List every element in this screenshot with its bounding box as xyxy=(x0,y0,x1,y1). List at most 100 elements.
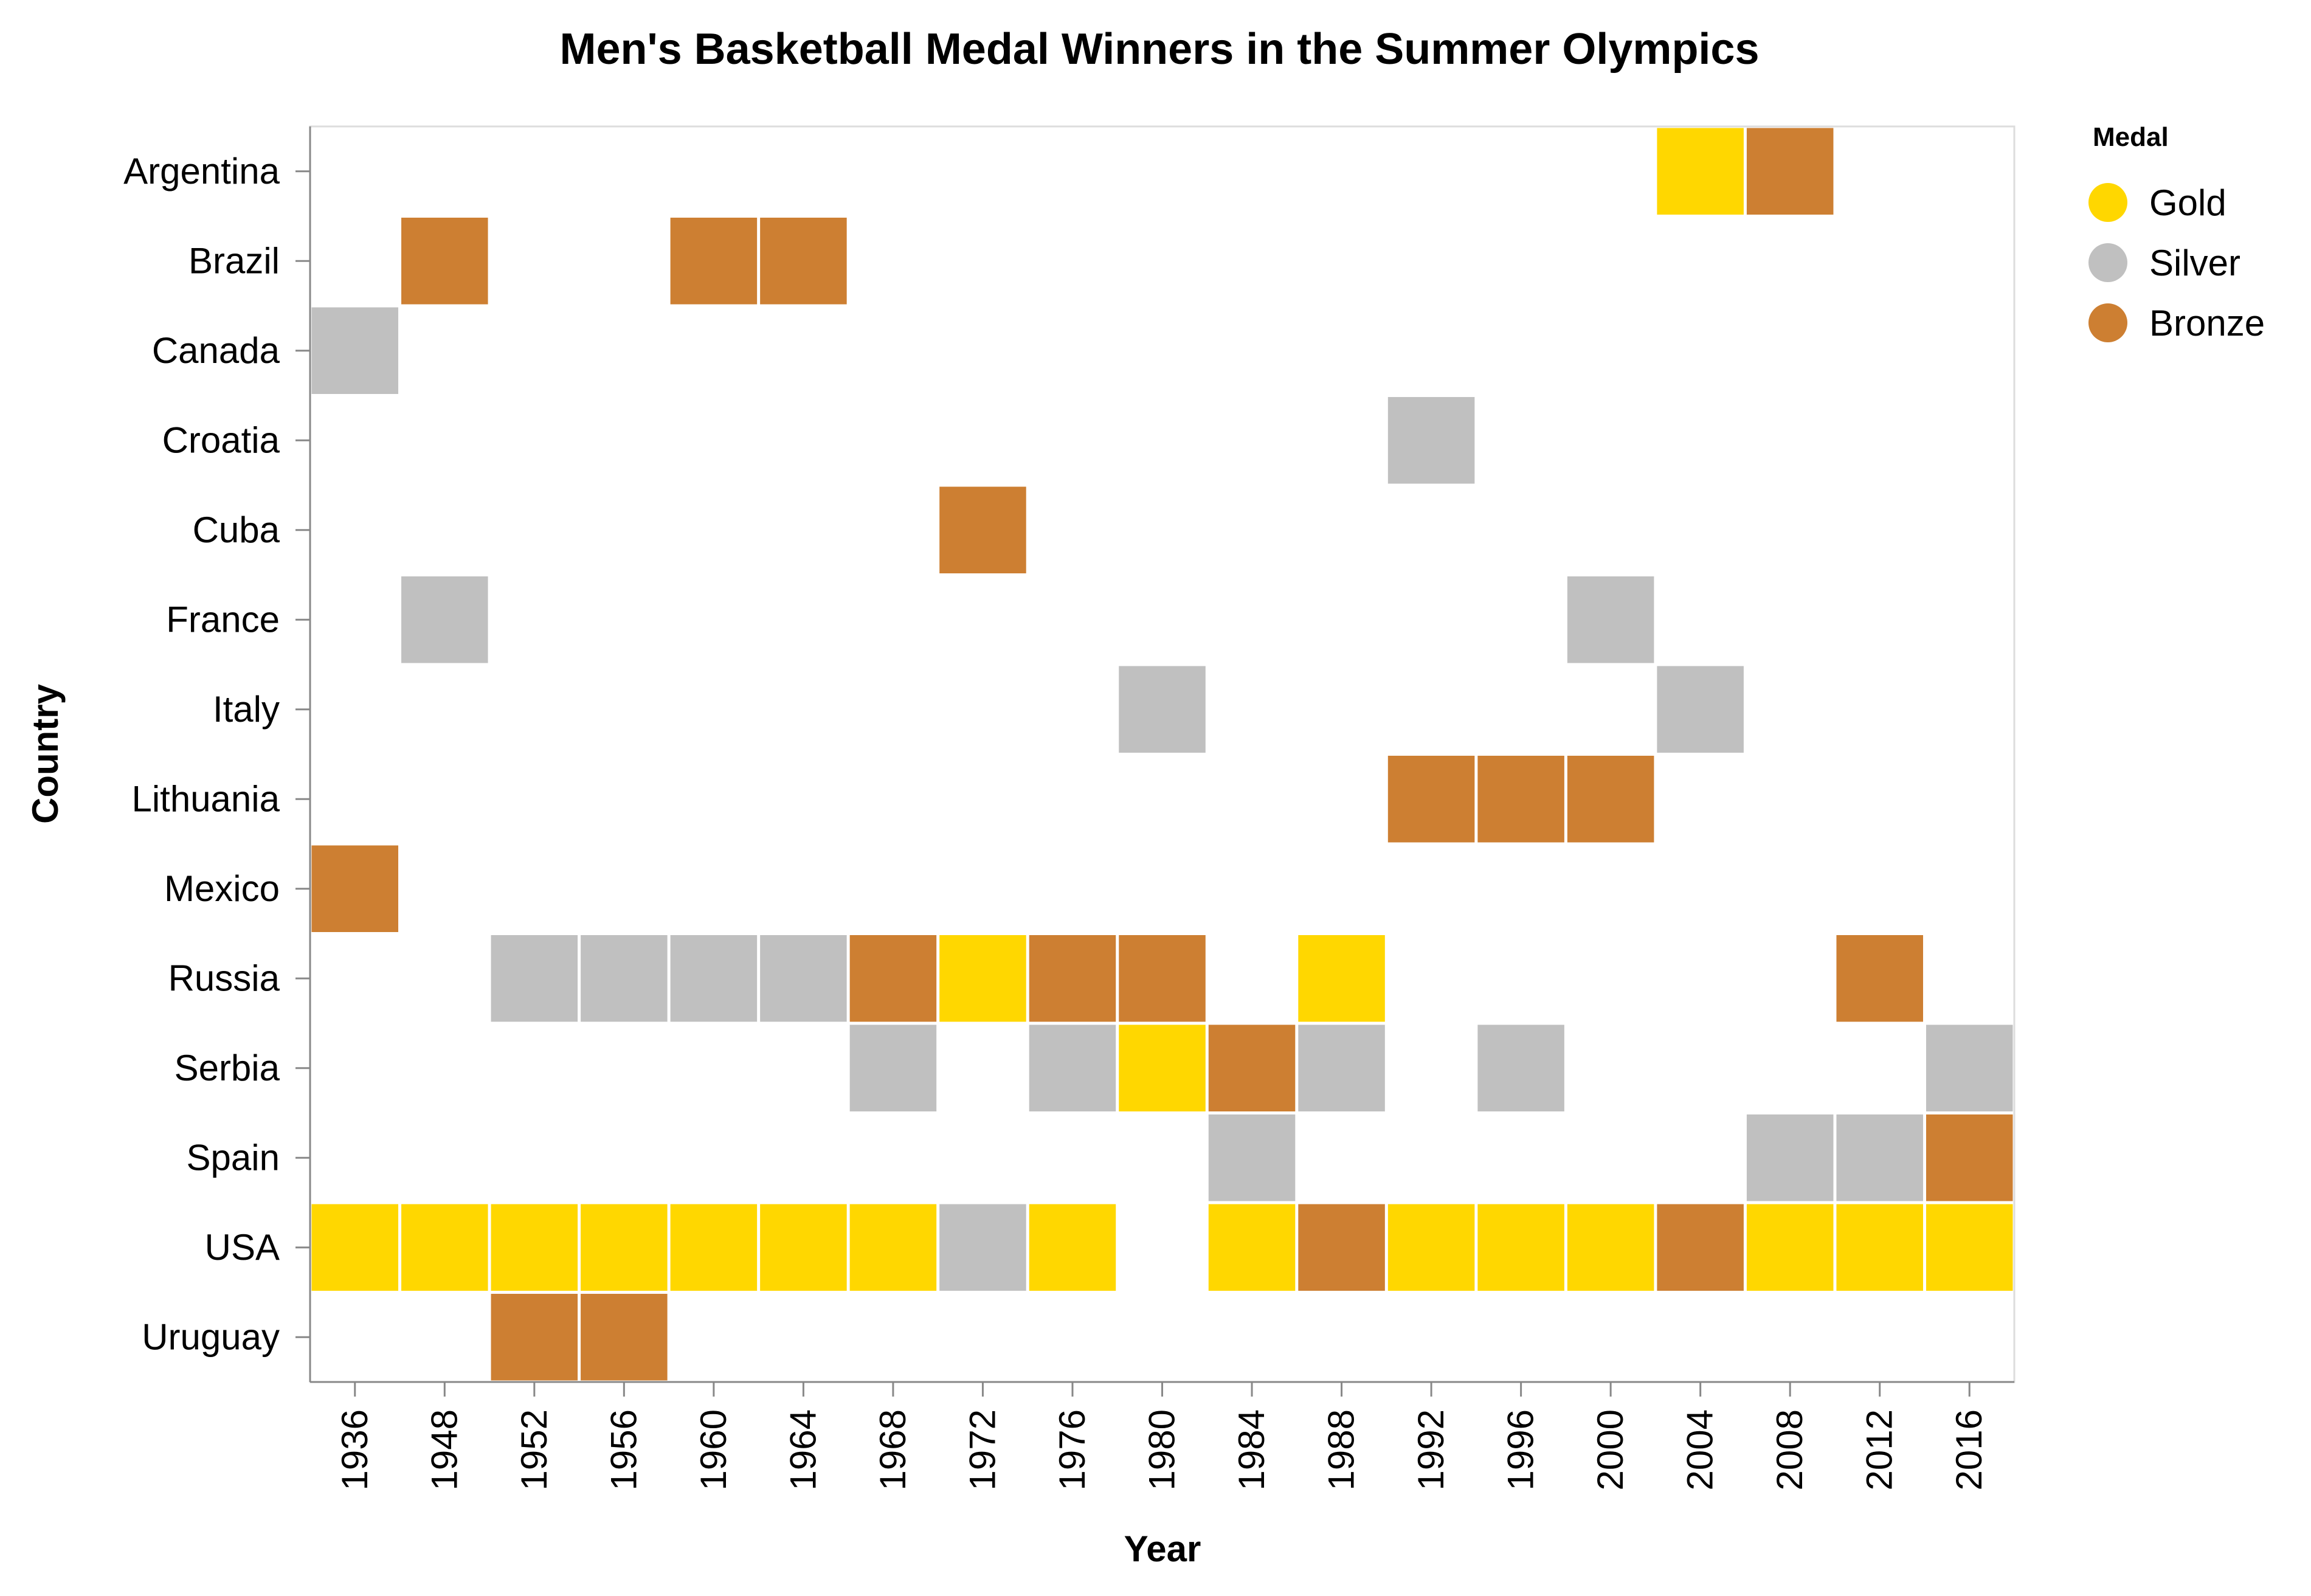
y-tick-label-uruguay: Uruguay xyxy=(142,1316,280,1357)
x-tick-label-1988: 1988 xyxy=(1321,1409,1362,1490)
medal-cell-france-2000 xyxy=(1567,576,1654,663)
x-axis: 1936 1948 1952 1956 1960 1964 1968 1972 1976 1980… xyxy=(334,1382,1989,1490)
medal-cell-france-1948 xyxy=(401,576,488,663)
x-tick-label-1968: 1968 xyxy=(872,1409,913,1490)
medal-cell-lithuania-1992 xyxy=(1387,756,1475,843)
medal-cell-serbia-1988 xyxy=(1298,1024,1385,1111)
plot-frame xyxy=(309,125,2016,1383)
medal-cell-brazil-1964 xyxy=(760,218,847,305)
y-axis: Argentina Brazil Canada Croatia Cuba France It… xyxy=(123,151,310,1357)
y-tick-label-cuba: Cuba xyxy=(193,510,280,550)
medal-cell-usa-1988 xyxy=(1298,1204,1385,1291)
medal-cell-russia-1972 xyxy=(939,935,1026,1022)
medal-cell-cuba-1972 xyxy=(939,486,1026,573)
medal-cell-usa-1948 xyxy=(401,1204,488,1291)
medal-cell-russia-1976 xyxy=(1029,935,1116,1022)
medal-cell-usa-1960 xyxy=(670,1204,758,1291)
medal-cell-russia-1956 xyxy=(581,935,668,1022)
legend-entries: Gold Silver Bronze xyxy=(2088,182,2265,344)
medal-cell-italy-1980 xyxy=(1119,666,1206,753)
legend-label-gold: Gold xyxy=(2149,182,2226,223)
medal-cell-spain-2012 xyxy=(1836,1114,1923,1201)
medal-cell-argentina-2008 xyxy=(1746,128,1834,215)
medal-cell-usa-1936 xyxy=(311,1204,399,1291)
x-tick-label-1964: 1964 xyxy=(782,1409,823,1490)
legend-swatch-silver xyxy=(2088,243,2127,282)
medal-cell-usa-1992 xyxy=(1387,1204,1475,1291)
y-tick-label-serbia: Serbia xyxy=(174,1048,280,1088)
cells-layer xyxy=(311,128,2013,1381)
medal-cell-russia-1952 xyxy=(491,935,578,1022)
x-tick-label-1956: 1956 xyxy=(603,1409,644,1490)
x-axis-title: Year xyxy=(1124,1529,1201,1569)
x-tick-label-1976: 1976 xyxy=(1052,1409,1093,1490)
medal-cell-uruguay-1952 xyxy=(491,1294,578,1381)
y-tick-label-italy: Italy xyxy=(213,689,280,730)
medal-cell-usa-1956 xyxy=(581,1204,668,1291)
medal-cell-lithuania-2000 xyxy=(1567,756,1654,843)
medal-cell-serbia-2016 xyxy=(1926,1024,2013,1111)
medal-cell-italy-2004 xyxy=(1657,666,1744,753)
medal-cell-russia-1968 xyxy=(849,935,937,1022)
medal-cell-mexico-1936 xyxy=(311,845,399,932)
y-tick-label-argentina: Argentina xyxy=(123,151,280,192)
x-tick-label-1980: 1980 xyxy=(1142,1409,1183,1490)
medal-cell-uruguay-1956 xyxy=(581,1294,668,1381)
medal-cell-usa-2016 xyxy=(1926,1204,2013,1291)
medal-cell-usa-2012 xyxy=(1836,1204,1923,1291)
x-tick-label-2000: 2000 xyxy=(1590,1409,1631,1490)
x-tick-label-2004: 2004 xyxy=(1680,1409,1721,1490)
x-tick-label-1972: 1972 xyxy=(962,1409,1003,1490)
medal-cell-russia-2012 xyxy=(1836,935,1923,1022)
medal-cell-usa-1952 xyxy=(491,1204,578,1291)
y-tick-label-usa: USA xyxy=(205,1227,280,1268)
medal-cell-spain-2008 xyxy=(1746,1114,1834,1201)
medal-cell-serbia-1996 xyxy=(1477,1024,1564,1111)
medal-cell-brazil-1948 xyxy=(401,218,488,305)
x-tick-label-1960: 1960 xyxy=(693,1409,734,1490)
x-tick-label-2008: 2008 xyxy=(1769,1409,1810,1490)
y-axis-title: Country xyxy=(25,683,66,824)
y-tick-label-spain: Spain xyxy=(187,1137,280,1178)
legend-label-silver: Silver xyxy=(2149,243,2240,283)
medal-cell-russia-1960 xyxy=(670,935,758,1022)
medal-cell-usa-1984 xyxy=(1208,1204,1296,1291)
x-tick-label-1952: 1952 xyxy=(514,1409,554,1490)
y-tick-label-mexico: Mexico xyxy=(164,868,280,909)
medal-cell-serbia-1984 xyxy=(1208,1024,1296,1111)
legend-title: Medal xyxy=(2093,122,2169,152)
legend-swatch-gold xyxy=(2088,183,2127,222)
y-tick-label-canada: Canada xyxy=(152,330,280,371)
medal-cell-spain-2016 xyxy=(1926,1114,2013,1201)
medal-cell-russia-1964 xyxy=(760,935,847,1022)
y-tick-label-brazil: Brazil xyxy=(188,240,280,281)
medal-cell-spain-1984 xyxy=(1208,1114,1296,1201)
medal-cell-russia-1988 xyxy=(1298,935,1385,1022)
medal-cell-usa-1964 xyxy=(760,1204,847,1291)
medal-cell-usa-1968 xyxy=(849,1204,937,1291)
y-tick-label-russia: Russia xyxy=(168,958,280,998)
medal-cell-brazil-1960 xyxy=(670,218,758,305)
medal-cell-serbia-1968 xyxy=(849,1024,937,1111)
medal-cell-usa-2004 xyxy=(1657,1204,1744,1291)
legend-label-bronze: Bronze xyxy=(2149,303,2265,344)
medal-cell-serbia-1980 xyxy=(1119,1024,1206,1111)
medal-cell-croatia-1992 xyxy=(1387,397,1475,484)
medal-cell-usa-2000 xyxy=(1567,1204,1654,1291)
medal-cell-usa-1976 xyxy=(1029,1204,1116,1291)
medal-cell-canada-1936 xyxy=(311,307,399,394)
medal-cell-serbia-1976 xyxy=(1029,1024,1116,1111)
y-tick-label-lithuania: Lithuania xyxy=(131,778,280,819)
x-tick-label-2012: 2012 xyxy=(1859,1409,1900,1490)
legend-swatch-bronze xyxy=(2088,303,2127,342)
x-tick-label-1948: 1948 xyxy=(424,1409,465,1490)
legend: Medal Gold Silver Bronze xyxy=(2088,122,2265,344)
medal-cell-argentina-2004 xyxy=(1657,128,1744,215)
x-tick-label-1936: 1936 xyxy=(334,1409,375,1490)
x-tick-label-1996: 1996 xyxy=(1501,1409,1541,1490)
x-tick-label-2016: 2016 xyxy=(1949,1409,1989,1490)
chart-title: Men's Basketball Medal Winners in the Su… xyxy=(559,25,1759,74)
y-tick-label-france: France xyxy=(166,599,280,640)
x-tick-label-1984: 1984 xyxy=(1231,1409,1272,1490)
